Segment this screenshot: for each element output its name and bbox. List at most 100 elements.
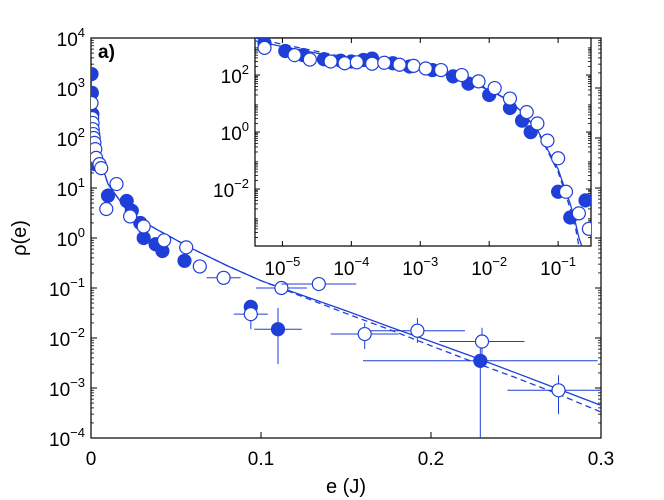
open-data-point [311,276,326,292]
tick-base: 10 [57,180,78,201]
open-data-point [581,221,591,236]
tick-base: 10 [221,67,242,88]
x-axis-title: e (J) [326,476,366,498]
tick-base: 10 [221,124,242,145]
tick-exponent: −4 [355,254,370,269]
y-tick-label: 100 [57,225,85,251]
open-data-point [109,176,124,192]
filled-data-point [270,322,286,337]
tick-base: 10 [57,30,78,51]
tick-exponent: 1 [78,175,85,190]
tick-base: 10 [49,430,70,451]
y-tick-label: 103 [57,75,85,101]
tick-base: 10 [213,181,234,202]
inset-plot-marks [255,38,591,246]
open-data-point [136,219,151,234]
y-tick-label: 10−3 [49,375,85,401]
x-tick-label: 10−1 [540,254,576,280]
tick-exponent: 4 [78,25,85,40]
panel-label: a) [98,42,115,63]
y-tick-label: 101 [57,175,85,201]
open-data-point [94,161,109,176]
x-tick-label: 0.2 [418,449,444,470]
tick-exponent: −3 [423,254,438,269]
tick-exponent: 0 [242,119,249,134]
filled-data-point [578,193,591,208]
open-data-point [287,48,302,63]
tick-base: 10 [57,230,78,251]
y-axis-title: ρ(e) [9,220,31,256]
y-tick-label: 10−2 [213,176,249,202]
open-data-point [418,61,433,76]
x-tick-label: 0.3 [588,449,614,470]
open-data-point [474,334,490,349]
open-data-point [502,91,518,106]
filled-data-point [473,353,488,368]
x-tick-label: 0 [86,449,97,470]
tick-base: 10 [471,259,492,280]
x-tick-label: 10−5 [264,254,300,280]
y-tick-label: 10−4 [49,425,85,451]
tick-exponent: −2 [70,325,85,340]
open-data-point [157,233,172,248]
open-data-point [540,133,555,148]
tick-exponent: 0 [78,225,85,240]
y-tick-label: 104 [57,25,85,51]
open-data-point [364,56,380,71]
open-data-point [357,326,372,342]
tick-base: 10 [57,130,78,151]
open-data-point [323,54,338,69]
open-data-point [571,206,586,221]
open-data-point [192,259,207,274]
open-data-point [123,209,138,224]
tick-exponent: −5 [286,254,301,269]
open-data-point [519,105,534,120]
open-data-point [179,240,194,255]
x-tick-label: 10−3 [402,254,438,280]
tick-base: 10 [49,330,70,351]
tick-exponent: −1 [70,275,85,290]
open-data-point [454,67,469,83]
open-data-point [243,307,258,322]
open-data-point [274,280,289,296]
tick-exponent: −2 [234,176,249,191]
open-data-point [551,151,566,166]
y-tick-label: 100 [221,119,249,145]
tick-base: 10 [333,259,354,280]
filled-data-point [91,66,99,82]
tick-exponent: −1 [561,254,576,269]
open-data-point [392,57,407,72]
filled-data-point [177,253,192,268]
open-data-point [487,80,502,96]
x-tick-label: 10−4 [333,254,369,280]
y-tick-label: 102 [57,125,85,151]
open-data-point [530,116,545,131]
open-data-point [349,55,364,70]
tick-base: 10 [57,80,78,101]
y-tick-label: 10−1 [49,275,85,301]
open-data-point [99,201,114,217]
x-tick-label: 10−2 [471,254,507,280]
tick-exponent: −2 [492,254,507,269]
y-tick-label: 102 [221,62,249,88]
tick-exponent: 3 [78,75,85,90]
x-tick-label: 0.1 [248,449,274,470]
tick-exponent: −4 [70,425,85,440]
open-data-point [377,55,392,70]
open-data-point [558,184,574,199]
main-plot-marks [91,66,601,438]
tick-base: 10 [49,380,70,401]
y-tick-label: 10−2 [49,325,85,351]
tick-base: 10 [264,259,285,280]
open-data-point [551,383,566,398]
open-data-point [433,62,449,78]
tick-exponent: −3 [70,375,85,390]
open-data-point [216,270,231,285]
tick-base: 10 [402,259,423,280]
open-data-point [471,74,486,89]
open-data-point [410,323,425,338]
open-data-point [91,95,99,111]
